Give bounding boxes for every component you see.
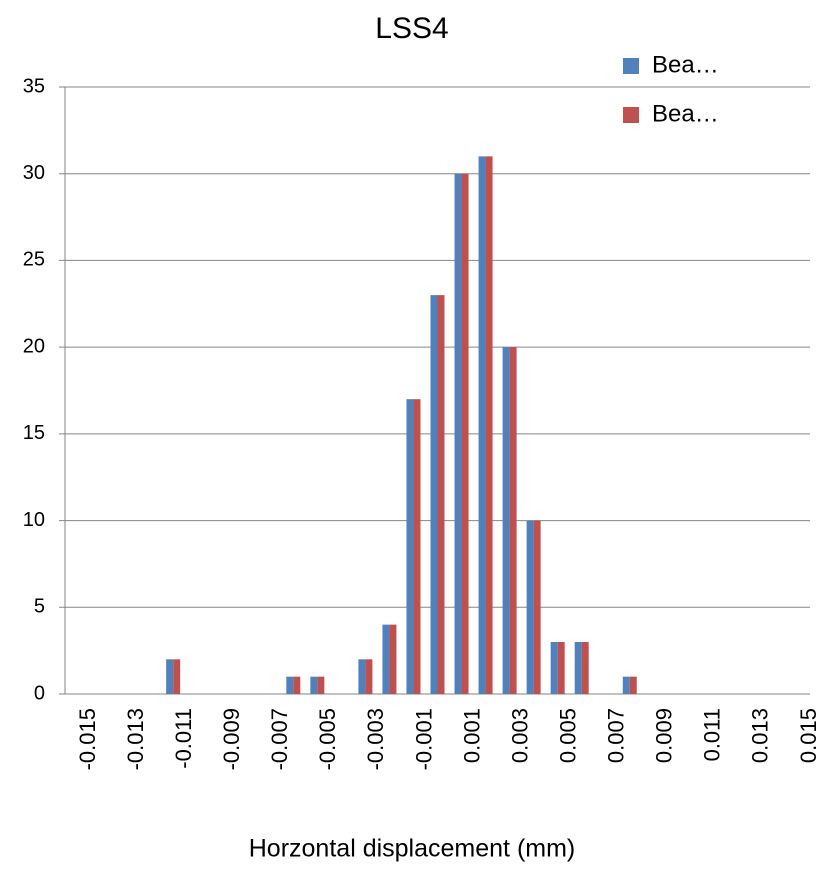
bar — [317, 676, 325, 694]
x-tick-label: 0.007 — [604, 708, 629, 763]
bar — [581, 641, 589, 694]
x-tick-label: 0.015 — [796, 708, 821, 763]
x-tick-label: -0.003 — [363, 708, 388, 770]
bar — [389, 624, 397, 694]
bar — [485, 156, 493, 694]
y-tick-label: 35 — [23, 75, 45, 97]
y-tick-label: 0 — [34, 682, 45, 704]
x-tick-label: 0.001 — [459, 708, 484, 763]
x-tick-label: -0.013 — [123, 708, 148, 770]
legend-label: Bea… — [652, 100, 719, 127]
bar — [622, 676, 630, 694]
bar — [406, 399, 414, 694]
bar — [293, 676, 301, 694]
x-tick-label: -0.001 — [411, 708, 436, 770]
bar — [629, 676, 637, 694]
bar — [286, 676, 294, 694]
bar — [526, 520, 534, 694]
bar — [365, 659, 373, 694]
x-tick-label: -0.011 — [171, 708, 196, 769]
bar — [461, 173, 469, 694]
legend-swatch — [623, 107, 639, 123]
bar — [413, 399, 421, 694]
y-tick-label: 20 — [23, 335, 45, 357]
x-tick-label: 0.003 — [507, 708, 532, 763]
legend-swatch — [623, 58, 639, 74]
bar — [166, 659, 174, 694]
x-tick-label: -0.009 — [219, 708, 244, 770]
x-tick-label: -0.007 — [267, 708, 292, 770]
bar — [382, 624, 390, 694]
bar — [358, 659, 366, 694]
x-tick-label: -0.005 — [315, 708, 340, 770]
x-tick-label: -0.015 — [75, 708, 100, 770]
x-tick-label: 0.011 — [700, 708, 725, 761]
bar — [557, 641, 565, 694]
y-tick-label: 15 — [23, 422, 45, 444]
bar — [430, 295, 438, 694]
bar — [502, 347, 510, 694]
bar — [509, 347, 517, 694]
bar — [478, 156, 486, 694]
x-tick-label: 0.013 — [748, 708, 773, 763]
y-tick-label: 10 — [23, 509, 45, 531]
x-axis-label: Horzontal displacement (mm) — [249, 835, 576, 863]
bar — [550, 641, 558, 694]
bar — [173, 659, 181, 694]
bar — [454, 173, 462, 694]
chart-title: LSS4 — [375, 12, 448, 45]
bar — [437, 295, 445, 694]
bar — [310, 676, 318, 694]
x-tick-label: 0.005 — [555, 708, 580, 763]
legend-label: Bea… — [652, 51, 719, 78]
y-tick-label: 25 — [23, 249, 45, 271]
x-tick-label: 0.009 — [652, 708, 677, 763]
bar — [574, 641, 582, 694]
y-tick-label: 5 — [34, 596, 45, 618]
bar — [533, 520, 541, 694]
y-tick-label: 30 — [23, 162, 45, 184]
